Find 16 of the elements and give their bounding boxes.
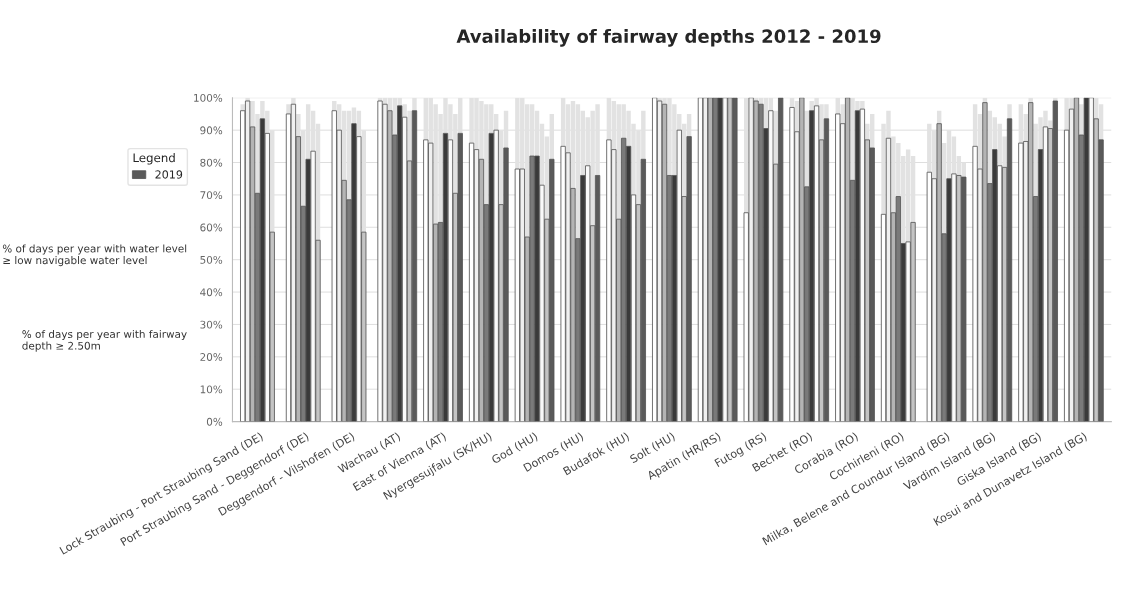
y-tick-label: 40% [200, 288, 223, 297]
y-tick-label: 50% [200, 255, 223, 264]
y-tick-label: 70% [200, 191, 223, 200]
y-tick-label: 30% [200, 320, 223, 329]
y-tick-label: 100% [194, 93, 223, 102]
y-tick-label: 10% [200, 385, 223, 394]
legend-label: 2019 [155, 170, 183, 179]
legend-title: Legend [133, 153, 175, 165]
y-tick-label: 80% [200, 158, 223, 167]
text: % of days per year with water level ≥ low navigable water level [2, 244, 187, 267]
chart-title: Availability of fairway depths 2012 - 2019 [456, 29, 881, 47]
y-tick-label: 0% [206, 417, 223, 426]
y-tick-label: 60% [200, 223, 223, 232]
text: % of days per year with fairway depth ≥ 2.50m [22, 329, 187, 352]
y-tick-label: 90% [200, 126, 223, 135]
y-tick-label: 20% [200, 353, 223, 361]
